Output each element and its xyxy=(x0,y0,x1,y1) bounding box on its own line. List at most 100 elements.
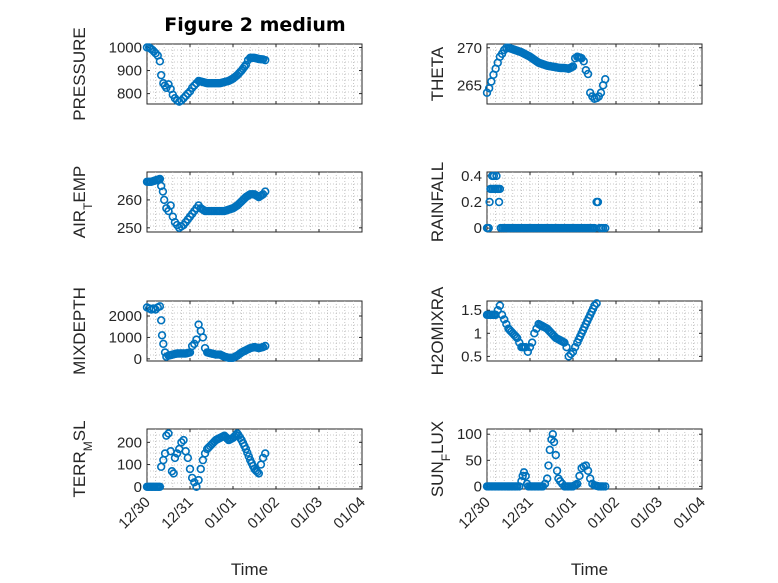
data-point xyxy=(530,329,539,338)
grid-rainfall xyxy=(487,172,702,232)
data-point xyxy=(198,333,208,342)
data-point xyxy=(544,461,553,470)
data-point xyxy=(494,197,504,207)
x-tick-label: 12/31 xyxy=(158,494,197,533)
y-tick-label: 0 xyxy=(474,220,482,237)
subplot-pressure: 800 900 1000 PRESSURE xyxy=(70,27,363,121)
subplot-terr_msl: 0 100 200 12/30 12/31 01/01 01/02 01/03 01/04 Tim… xyxy=(70,420,369,579)
data-point xyxy=(518,471,527,481)
data-point xyxy=(542,474,552,483)
y-tick-label: 100 xyxy=(457,426,482,443)
series-h2omixra xyxy=(482,299,601,361)
data-point xyxy=(261,449,270,458)
series-air_temp xyxy=(142,174,270,233)
data-point xyxy=(172,449,182,458)
y-axis-label: MIXDEPTH xyxy=(70,287,89,375)
data-point xyxy=(177,438,186,447)
data-point xyxy=(190,339,199,349)
data-point xyxy=(583,466,593,475)
data-point xyxy=(549,437,559,447)
data-point xyxy=(187,83,197,93)
data-point xyxy=(181,91,190,101)
y-axis-label: SUNFLUX xyxy=(428,421,453,497)
data-point xyxy=(482,88,492,97)
data-point xyxy=(545,445,554,455)
y-tick-label: 0.2 xyxy=(461,194,482,211)
data-point xyxy=(190,478,199,487)
data-point xyxy=(240,62,249,71)
axes-sun_flux xyxy=(486,428,703,490)
y-tick-label: 1000 xyxy=(109,329,142,346)
x-tick-label: 01/03 xyxy=(627,494,666,533)
data-point xyxy=(489,171,499,181)
y-tick-label: 900 xyxy=(117,63,142,80)
data-point xyxy=(162,431,171,440)
y-tick-label: 2000 xyxy=(109,308,142,325)
y-tick-label: 260 xyxy=(117,192,142,209)
data-point xyxy=(185,464,195,474)
data-point xyxy=(601,223,610,233)
data-point xyxy=(160,195,169,205)
data-point xyxy=(187,341,197,351)
data-point xyxy=(258,453,268,463)
data-point xyxy=(158,187,168,196)
series-rainfall xyxy=(482,171,610,233)
series-sun_flux xyxy=(482,430,610,491)
y-axis-label: H2OMIXRA xyxy=(428,286,447,375)
grid-theta xyxy=(487,44,702,104)
data-point xyxy=(583,69,593,79)
data-point xyxy=(579,57,588,66)
x-tick-label: 12/30 xyxy=(455,494,494,533)
data-point xyxy=(169,469,178,478)
data-point xyxy=(196,464,205,474)
data-point xyxy=(183,89,193,98)
data-point xyxy=(492,171,501,181)
x-axis-label: Time xyxy=(231,560,268,579)
x-tick-label: 01/04 xyxy=(670,494,709,533)
y-tick-label: 800 xyxy=(117,86,142,103)
y-tick-label: 0 xyxy=(474,478,482,495)
series-terr_msl xyxy=(142,429,270,491)
data-point xyxy=(156,316,166,325)
x-tick-label: 01/02 xyxy=(244,494,283,533)
data-point xyxy=(190,81,199,90)
series-theta xyxy=(482,43,610,103)
data-point xyxy=(151,49,160,58)
data-point xyxy=(521,471,530,481)
data-point xyxy=(493,306,502,315)
data-point xyxy=(156,70,166,80)
data-point xyxy=(596,88,606,97)
data-point xyxy=(593,197,603,207)
data-point xyxy=(566,349,576,359)
data-point xyxy=(523,347,533,356)
y-tick-label: 0.4 xyxy=(461,168,482,185)
data-point xyxy=(164,80,173,89)
data-point xyxy=(495,301,505,310)
y-tick-label: 1000 xyxy=(109,39,142,56)
data-point xyxy=(261,187,270,196)
grid-mixdepth xyxy=(147,301,362,361)
x-tick-label: 12/30 xyxy=(115,494,154,533)
data-point xyxy=(159,339,168,349)
data-point xyxy=(179,435,188,445)
y-tick-label: 0 xyxy=(134,351,142,368)
subplot-theta: 265 270 THETA xyxy=(428,40,703,105)
data-point xyxy=(570,342,580,352)
figure-title: Figure 2 medium xyxy=(164,14,345,36)
x-tick-label: 01/01 xyxy=(541,494,580,533)
data-point xyxy=(592,299,601,308)
data-point xyxy=(590,301,599,310)
x-tick-label: 01/01 xyxy=(201,494,240,533)
y-tick-label: 100 xyxy=(117,457,142,474)
data-point xyxy=(254,469,263,478)
data-point xyxy=(194,475,203,485)
data-point xyxy=(155,302,165,311)
y-tick-label: 200 xyxy=(117,434,142,451)
data-point xyxy=(548,430,557,439)
data-point xyxy=(177,96,186,105)
subplot-h2omixra: 0.5 1 1.5 H2OMIXRA xyxy=(428,286,703,375)
axes-pressure xyxy=(146,43,363,105)
y-tick-label: 0.5 xyxy=(461,348,482,365)
data-point xyxy=(166,201,175,210)
